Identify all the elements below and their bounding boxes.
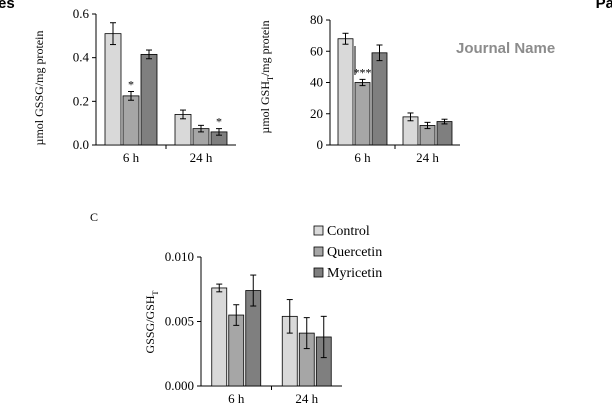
chart-c-plot: 0.000 0.005 0.010 6 h 24 h [165, 249, 342, 406]
chart-c-y-tick-label: 0.010 [165, 249, 194, 264]
journal-name: Journal Name [456, 40, 556, 57]
chart-b-x-tick-label: 6 h [354, 150, 371, 165]
chart-b-y-tick-label: 0 [317, 137, 324, 152]
chart-c: C GSSG/GSHT 0.000 0.005 0.010 6 h 24 h Contr… [90, 210, 382, 406]
chart-b-y-tick-label: 60 [310, 43, 323, 58]
chart-a-significance-marker: * [128, 78, 134, 92]
chart-a-x-tick-label: 6 h [123, 150, 140, 165]
chart-c-x-tick-label: 24 h [295, 391, 318, 406]
chart-c-bar [211, 287, 228, 387]
chart-a-y-tick-label: 0.4 [73, 50, 90, 65]
chart-b-y-tick-label: 40 [310, 75, 323, 90]
chart-b-significance-marker: *** [354, 65, 372, 79]
chart-b-y-tick-label: 20 [310, 106, 323, 121]
chart-a-y-tick-label: 0.0 [73, 137, 89, 152]
legend-label-quercetin: Quercetin [327, 245, 382, 260]
chart-a-bar [104, 33, 122, 146]
chart-b: µmol GSHT/mg protein 0 20 40 60 80 6 h *** 24 h [258, 12, 460, 165]
legend-label-control: Control [327, 224, 370, 239]
legend-swatch-control [313, 225, 324, 236]
chart-b-ylabel: µmol GSHT/mg protein [258, 20, 275, 133]
chart-b-bar [337, 38, 354, 146]
chart-b-x-tick-label: 24 h [416, 150, 439, 165]
chart-a-y-tick-label: 0.2 [73, 93, 89, 108]
legend-swatch-quercetin [313, 246, 324, 257]
chart-c-y-tick-label: 0.005 [165, 314, 194, 329]
chart-a-plot: 0.0 0.2 0.4 0.6 6 h * 24 h * [73, 6, 236, 165]
chart-a-significance-marker: * [216, 115, 222, 129]
chart-a-bar [122, 95, 140, 146]
chart-a-x-tick-label: 24 h [190, 150, 213, 165]
chart-b-bar [371, 52, 388, 146]
legend-label-myricetin: Myricetin [327, 266, 382, 281]
chart-a-y-tick-label: 0.6 [73, 6, 90, 21]
chart-c-panel-label: C [90, 210, 98, 224]
chart-b-y-tick-label: 80 [310, 12, 323, 27]
chart-b-ylabel-tail: /mg protein [258, 20, 272, 76]
chart-c-legend: Control Quercetin Myricetin [313, 224, 382, 281]
chart-b-ylabel-main: µmol GSH [258, 81, 272, 134]
chart-c-y-tick-label: 0.000 [165, 378, 194, 393]
chart-c-ylabel: GSSG/GSHT [143, 290, 160, 353]
chart-c-ylabel-main: GSSG/GSH [143, 295, 157, 353]
page-header-right: Pa [595, 0, 612, 12]
chart-b-bar [436, 121, 453, 146]
legend-swatch-myricetin [313, 267, 324, 278]
chart-a-ylabel: µmol GSSG/mg protein [32, 31, 46, 146]
chart-c-x-tick-label: 6 h [228, 391, 245, 406]
chart-b-ylabel-sub: T [266, 76, 275, 81]
chart-b-bar [354, 82, 371, 146]
chart-c-ylabel-sub: T [151, 290, 160, 295]
chart-a: µmol GSSG/mg protein 0.0 0.2 0.4 0.6 6 h * 24 … [32, 6, 236, 165]
chart-a-bar [140, 53, 158, 146]
chart-b-plot: 0 20 40 60 80 6 h *** 24 h [310, 12, 460, 165]
page-header-left: es [0, 0, 15, 12]
